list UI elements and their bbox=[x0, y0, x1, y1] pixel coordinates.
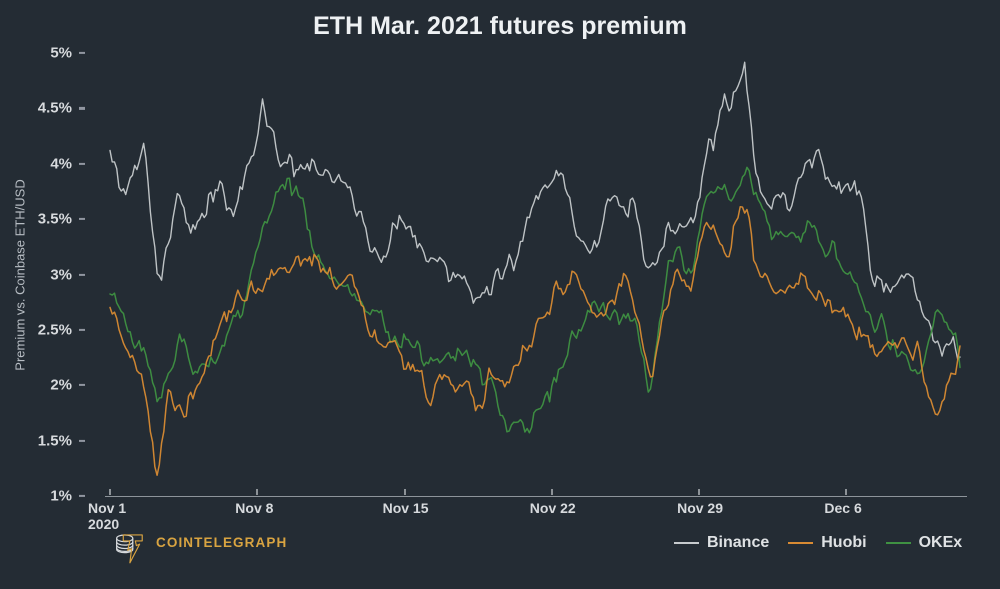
svg-text:COINTELEGRAPH: COINTELEGRAPH bbox=[156, 535, 287, 550]
